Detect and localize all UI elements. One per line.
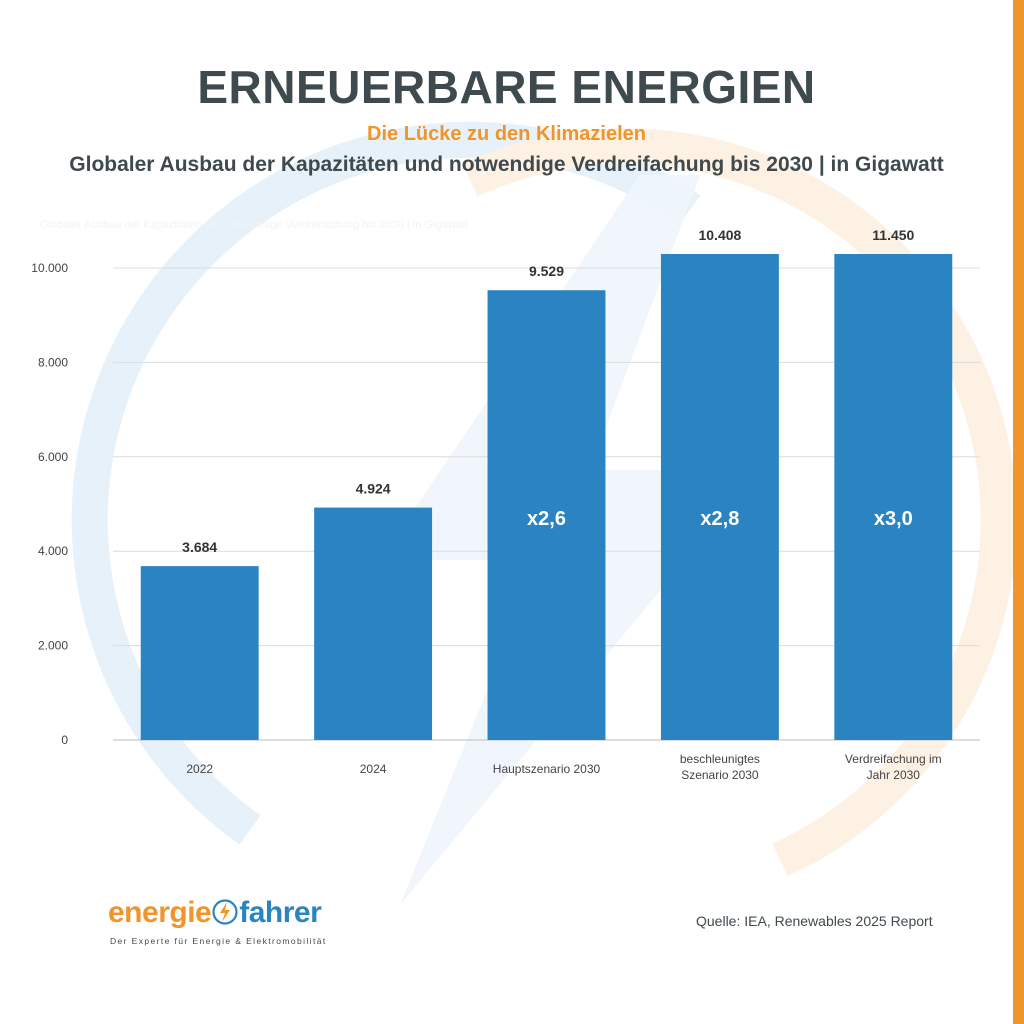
data-label: 9.529	[529, 263, 564, 279]
x-tick-label: Hauptszenario 2030	[493, 762, 601, 776]
y-tick-label: 6.000	[38, 450, 68, 464]
data-label: 4.924	[356, 481, 391, 497]
data-label: 11.450	[872, 227, 914, 243]
multiplier-label: x2,8	[700, 508, 739, 530]
data-label: 3.684	[182, 539, 217, 555]
faded-chart-note: Globaler Ausbau der Kapazitäten und notw…	[40, 219, 468, 231]
bar	[834, 254, 953, 740]
y-tick-label: 4.000	[38, 544, 68, 558]
bar	[140, 566, 259, 740]
brand-logo: energie fahrer Der Experte für Energie & …	[108, 896, 338, 948]
x-tick-label: 2024	[360, 762, 387, 776]
multiplier-label: x2,6	[527, 508, 566, 530]
page-title: ERNEUERBARE ENERGIEN	[197, 61, 816, 113]
chart-description: Globaler Ausbau der Kapazitäten und notw…	[69, 153, 944, 176]
y-tick-label: 2.000	[38, 639, 68, 653]
y-tick-label: 8.000	[38, 355, 68, 369]
logo-word-energie: energie	[108, 896, 212, 929]
logo-bolt-icon	[212, 899, 238, 925]
y-tick-label: 10.000	[31, 261, 68, 275]
data-label: 10.408	[698, 227, 741, 243]
x-tick-label: 2022	[186, 762, 213, 776]
logo-wordmark: energie fahrer	[108, 896, 322, 930]
x-tick-label: Verdreifachung im Jahr 2030	[845, 752, 942, 782]
watermark-ring-blue	[71, 121, 701, 845]
page-subtitle: Die Lücke zu den Klimazielen	[367, 123, 646, 145]
y-tick-label: 0	[61, 733, 68, 747]
bar	[314, 507, 433, 740]
source-note: Quelle: IEA, Renewables 2025 Report	[696, 913, 933, 929]
logo-tagline: Der Experte für Energie & Elektromobilit…	[110, 936, 327, 946]
bar	[487, 290, 606, 740]
watermark-ring-orange	[462, 128, 1017, 877]
x-tick-label: beschleunigtes Szenario 2030	[680, 752, 760, 782]
logo-word-fahrer: fahrer	[239, 896, 322, 929]
bar	[660, 254, 779, 740]
multiplier-label: x3,0	[874, 508, 913, 530]
accent-stripe	[1013, 0, 1024, 1024]
